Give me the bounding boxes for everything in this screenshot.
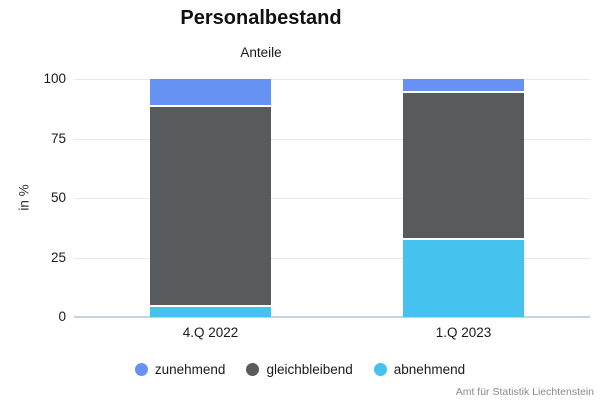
gridline-75 — [74, 138, 590, 140]
bar-column-4-q-2022 — [150, 79, 271, 317]
legend-item-zunehmend[interactable]: zunehmend — [134, 362, 226, 377]
source-attribution: Amt für Statistik Liechtenstein — [455, 386, 594, 398]
y-tick-label-100: 100 — [43, 71, 66, 86]
bar-segment-zunehmend[interactable] — [150, 79, 271, 106]
chart-title: Personalbestand — [180, 7, 342, 29]
legend-marker-gleichbleibend-icon — [246, 363, 260, 376]
legend-label-abnehmend: abnehmend — [393, 362, 466, 377]
gridline-25 — [74, 257, 590, 259]
legend-item-gleichbleibend[interactable]: gleichbleibend — [246, 362, 353, 377]
bar-column-1-q-2023 — [403, 79, 524, 317]
legend: zunehmend gleichbleibend abnehmend — [0, 362, 600, 377]
legend-label-gleichbleibend: gleichbleibend — [266, 362, 353, 377]
y-tick-label-75: 75 — [50, 130, 66, 146]
legend-label-zunehmend: zunehmend — [154, 362, 226, 377]
gridline-100 — [74, 79, 590, 80]
legend-marker-abnehmend-icon — [373, 363, 387, 376]
y-tick-label-25: 25 — [50, 249, 66, 265]
bar-segment-abnehmend[interactable] — [150, 305, 271, 317]
y-tick-label-50: 50 — [50, 190, 66, 205]
bar-segment-gleichbleibend[interactable] — [403, 90, 524, 239]
x-tick-label-1-q-2023: 1.Q 2023 — [435, 325, 492, 340]
bar-segment-abnehmend[interactable] — [403, 238, 524, 317]
bar-segment-gleichbleibend[interactable] — [150, 105, 271, 306]
x-tick-label-4-q-2022: 4.Q 2022 — [182, 325, 239, 340]
legend-item-abnehmend[interactable]: abnehmend — [373, 362, 466, 377]
chart-subtitle: Anteile — [240, 45, 282, 60]
y-tick-label-0: 0 — [58, 309, 66, 324]
bar-segment-zunehmend[interactable] — [403, 79, 524, 91]
plot-area — [74, 79, 590, 318]
x-axis-baseline — [74, 316, 590, 318]
gridline-50 — [74, 198, 590, 199]
legend-marker-zunehmend-icon — [134, 363, 148, 376]
